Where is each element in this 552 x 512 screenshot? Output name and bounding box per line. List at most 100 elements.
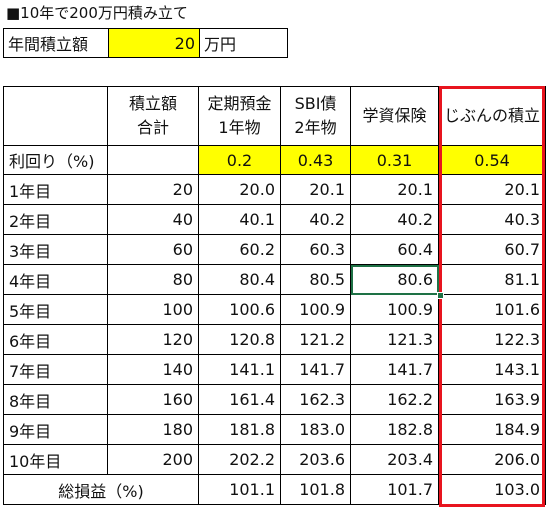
header-teiki-line1: 定期預金 (207, 94, 272, 113)
cell-total[interactable]: 120 (107, 324, 199, 355)
annual-amount-box: 年間積立額 20 万円 (3, 28, 288, 58)
cell-teiki[interactable]: 60.2 (198, 234, 281, 265)
cell-jibun[interactable]: 122.3 (437, 324, 547, 355)
cell-sbi[interactable]: 40.2 (280, 204, 351, 235)
cell-gakushi[interactable]: 100.9 (350, 294, 439, 325)
cell-gakushi[interactable]: 141.7 (350, 354, 439, 385)
cell-sbi[interactable]: 183.0 (280, 414, 351, 445)
cell-teiki[interactable]: 181.8 (198, 414, 281, 445)
cell-teiki[interactable]: 120.8 (198, 324, 281, 355)
table-row: 10年目 200 202.2 203.6 203.4 206.0 (3, 444, 547, 475)
cell-total[interactable]: 20 (107, 174, 199, 205)
rate-gakushi[interactable]: 0.31 (350, 145, 439, 175)
table-row: 3年目 60 60.2 60.3 60.4 60.7 (3, 234, 547, 265)
cell-jibun[interactable]: 101.6 (437, 294, 547, 325)
annual-amount-unit[interactable]: 万円 (199, 28, 288, 58)
cell-sbi[interactable]: 100.9 (280, 294, 351, 325)
header-total-line2: 合計 (136, 118, 169, 137)
cell-teiki[interactable]: 80.4 (198, 264, 281, 295)
cell-jibun[interactable]: 60.7 (437, 234, 547, 265)
table-row: 2年目 40 40.1 40.2 40.2 40.3 (3, 204, 547, 235)
cell-gakushi[interactable]: 162.2 (350, 384, 439, 415)
header-teiki[interactable]: 定期預金 1年物 (198, 86, 281, 146)
table-row: 1年目 20 20.0 20.1 20.1 20.1 (3, 174, 547, 205)
header-total-line1: 積立額 (128, 94, 177, 113)
summary-gakushi[interactable]: 101.7 (350, 474, 439, 505)
summary-label[interactable]: 総損益（%) (3, 474, 199, 505)
rate-teiki[interactable]: 0.2 (198, 145, 281, 175)
summary-sbi[interactable]: 101.8 (280, 474, 351, 505)
header-row: 積立額合計 定期預金 1年物 SBI債 2年物 学資保険 じぶんの積立 (3, 86, 547, 146)
header-sbi[interactable]: SBI債 2年物 (280, 86, 351, 146)
cell-teiki[interactable]: 161.4 (198, 384, 281, 415)
row-label[interactable]: 10年目 (3, 444, 108, 475)
rate-jibun[interactable]: 0.54 (437, 145, 547, 175)
cell-total[interactable]: 60 (107, 234, 199, 265)
row-label[interactable]: 8年目 (3, 384, 108, 415)
cell-jibun[interactable]: 163.9 (437, 384, 547, 415)
table-row: 5年目 100 100.6 100.9 100.9 101.6 (3, 294, 547, 325)
header-jibun-line1: じぶんの積立 (444, 106, 541, 125)
cell-total[interactable]: 100 (107, 294, 199, 325)
cell-total[interactable]: 40 (107, 204, 199, 235)
annual-amount-value[interactable]: 20 (108, 28, 200, 58)
cell-sbi[interactable]: 141.7 (280, 354, 351, 385)
header-teiki-line2: 1年物 (218, 118, 261, 137)
summary-teiki[interactable]: 101.1 (198, 474, 281, 505)
cell-jibun[interactable]: 143.1 (437, 354, 547, 385)
annual-amount-label[interactable]: 年間積立額 (3, 28, 109, 58)
cell-gakushi[interactable]: 20.1 (350, 174, 439, 205)
cell-total[interactable]: 200 (107, 444, 199, 475)
table-row: 7年目 140 141.1 141.7 141.7 143.1 (3, 354, 547, 385)
row-label[interactable]: 4年目 (3, 264, 108, 295)
cell-sbi[interactable]: 60.3 (280, 234, 351, 265)
rate-sbi[interactable]: 0.43 (280, 145, 351, 175)
cell-sbi[interactable]: 162.3 (280, 384, 351, 415)
row-label[interactable]: 1年目 (3, 174, 108, 205)
cell-gakushi[interactable]: 60.4 (350, 234, 439, 265)
cell-sbi[interactable]: 121.2 (280, 324, 351, 355)
rate-label[interactable]: 利回り（%) (3, 145, 108, 175)
cell-teiki[interactable]: 40.1 (198, 204, 281, 235)
table-row: 8年目 160 161.4 162.3 162.2 163.9 (3, 384, 547, 415)
cell-teiki[interactable]: 100.6 (198, 294, 281, 325)
fill-handle[interactable] (437, 292, 444, 299)
cell-teiki[interactable]: 141.1 (198, 354, 281, 385)
cell-gakushi[interactable]: 182.8 (350, 414, 439, 445)
table-row: 6年目 120 120.8 121.2 121.3 122.3 (3, 324, 547, 355)
header-corner-cell[interactable] (3, 86, 108, 146)
cell-jibun[interactable]: 81.1 (437, 264, 547, 295)
header-gakushi[interactable]: 学資保険 (350, 86, 439, 146)
cell-jibun[interactable]: 40.3 (437, 204, 547, 235)
summary-row: 総損益（%) 101.1 101.8 101.7 103.0 (3, 474, 547, 505)
cell-gakushi[interactable]: 203.4 (350, 444, 439, 475)
header-total[interactable]: 積立額 合計 (107, 86, 199, 146)
row-label[interactable]: 6年目 (3, 324, 108, 355)
row-label[interactable]: 3年目 (3, 234, 108, 265)
summary-jibun[interactable]: 103.0 (437, 474, 547, 505)
row-label[interactable]: 9年目 (3, 414, 108, 445)
cell-jibun[interactable]: 206.0 (437, 444, 547, 475)
sheet-title: ■10年で200万円積み立て (6, 4, 188, 22)
row-label[interactable]: 2年目 (3, 204, 108, 235)
cell-sbi[interactable]: 203.6 (280, 444, 351, 475)
table-row: 4年目 80 80.4 80.5 80.6 81.1 (3, 264, 547, 295)
cell-teiki[interactable]: 20.0 (198, 174, 281, 205)
cell-total[interactable]: 140 (107, 354, 199, 385)
cell-sbi[interactable]: 20.1 (280, 174, 351, 205)
cell-total[interactable]: 80 (107, 264, 199, 295)
cell-gakushi[interactable]: 121.3 (350, 324, 439, 355)
cell-jibun[interactable]: 20.1 (437, 174, 547, 205)
selected-cell[interactable]: 80.6 (350, 264, 439, 295)
header-gakushi-line1: 学資保険 (362, 106, 427, 125)
cell-sbi[interactable]: 80.5 (280, 264, 351, 295)
cell-gakushi[interactable]: 40.2 (350, 204, 439, 235)
rate-total-cell[interactable] (107, 145, 199, 175)
row-label[interactable]: 5年目 (3, 294, 108, 325)
header-jibun[interactable]: じぶんの積立 (437, 86, 547, 146)
row-label[interactable]: 7年目 (3, 354, 108, 385)
cell-total[interactable]: 180 (107, 414, 199, 445)
cell-jibun[interactable]: 184.9 (437, 414, 547, 445)
cell-total[interactable]: 160 (107, 384, 199, 415)
cell-teiki[interactable]: 202.2 (198, 444, 281, 475)
